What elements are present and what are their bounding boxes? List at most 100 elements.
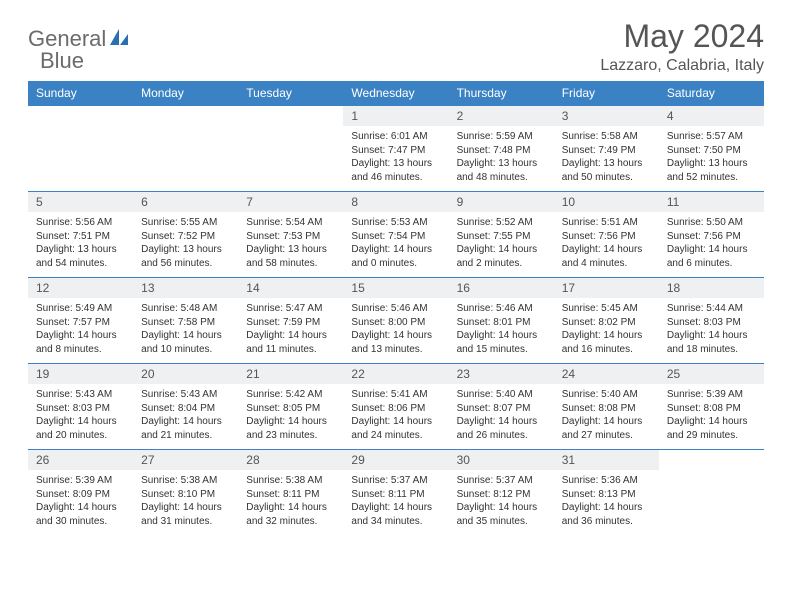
calendar-cell: 6Sunrise: 5:55 AMSunset: 7:52 PMDaylight… [133,192,238,278]
day-number: 28 [238,450,343,470]
day-details: Sunrise: 5:43 AMSunset: 8:04 PMDaylight:… [133,384,238,446]
location: Lazzaro, Calabria, Italy [600,57,764,75]
sail-icon [108,27,130,52]
calendar-cell: 14Sunrise: 5:47 AMSunset: 7:59 PMDayligh… [238,278,343,364]
calendar-week-row: 26Sunrise: 5:39 AMSunset: 8:09 PMDayligh… [28,450,764,536]
day-details: Sunrise: 5:52 AMSunset: 7:55 PMDaylight:… [449,212,554,274]
day-details: Sunrise: 5:40 AMSunset: 8:08 PMDaylight:… [554,384,659,446]
calendar-cell: 29Sunrise: 5:37 AMSunset: 8:11 PMDayligh… [343,450,448,536]
day-details: Sunrise: 5:36 AMSunset: 8:13 PMDaylight:… [554,470,659,532]
day-number: 23 [449,364,554,384]
day-header: Friday [554,81,659,106]
day-number: 19 [28,364,133,384]
day-details: Sunrise: 5:51 AMSunset: 7:56 PMDaylight:… [554,212,659,274]
calendar-cell: 31Sunrise: 5:36 AMSunset: 8:13 PMDayligh… [554,450,659,536]
calendar-week-row: 19Sunrise: 5:43 AMSunset: 8:03 PMDayligh… [28,364,764,450]
day-details: Sunrise: 5:54 AMSunset: 7:53 PMDaylight:… [238,212,343,274]
day-number: 10 [554,192,659,212]
day-details: Sunrise: 5:46 AMSunset: 8:01 PMDaylight:… [449,298,554,360]
day-details: Sunrise: 5:38 AMSunset: 8:11 PMDaylight:… [238,470,343,532]
day-number: 24 [554,364,659,384]
calendar-cell: 28Sunrise: 5:38 AMSunset: 8:11 PMDayligh… [238,450,343,536]
calendar-cell: 2Sunrise: 5:59 AMSunset: 7:48 PMDaylight… [449,106,554,192]
calendar-cell: 21Sunrise: 5:42 AMSunset: 8:05 PMDayligh… [238,364,343,450]
calendar-cell: 24Sunrise: 5:40 AMSunset: 8:08 PMDayligh… [554,364,659,450]
day-number: 16 [449,278,554,298]
calendar-cell: 20Sunrise: 5:43 AMSunset: 8:04 PMDayligh… [133,364,238,450]
day-details: Sunrise: 5:46 AMSunset: 8:00 PMDaylight:… [343,298,448,360]
day-number: 31 [554,450,659,470]
day-number: 7 [238,192,343,212]
calendar-cell: 15Sunrise: 5:46 AMSunset: 8:00 PMDayligh… [343,278,448,364]
day-header: Monday [133,81,238,106]
calendar-cell [238,106,343,192]
day-number: 6 [133,192,238,212]
calendar-cell: 23Sunrise: 5:40 AMSunset: 8:07 PMDayligh… [449,364,554,450]
day-number: 12 [28,278,133,298]
day-number: 4 [659,106,764,126]
day-details: Sunrise: 5:37 AMSunset: 8:12 PMDaylight:… [449,470,554,532]
day-header-row: SundayMondayTuesdayWednesdayThursdayFrid… [28,81,764,106]
calendar-cell: 13Sunrise: 5:48 AMSunset: 7:58 PMDayligh… [133,278,238,364]
calendar-cell: 7Sunrise: 5:54 AMSunset: 7:53 PMDaylight… [238,192,343,278]
day-number: 15 [343,278,448,298]
calendar-cell: 3Sunrise: 5:58 AMSunset: 7:49 PMDaylight… [554,106,659,192]
day-header: Tuesday [238,81,343,106]
day-details: Sunrise: 5:49 AMSunset: 7:57 PMDaylight:… [28,298,133,360]
day-number: 1 [343,106,448,126]
day-header: Wednesday [343,81,448,106]
day-header: Sunday [28,81,133,106]
day-details: Sunrise: 5:45 AMSunset: 8:02 PMDaylight:… [554,298,659,360]
day-details: Sunrise: 5:44 AMSunset: 8:03 PMDaylight:… [659,298,764,360]
month-title: May 2024 [600,18,764,55]
calendar-cell [28,106,133,192]
calendar-cell: 1Sunrise: 6:01 AMSunset: 7:47 PMDaylight… [343,106,448,192]
calendar-cell: 16Sunrise: 5:46 AMSunset: 8:01 PMDayligh… [449,278,554,364]
day-number: 9 [449,192,554,212]
calendar-cell: 30Sunrise: 5:37 AMSunset: 8:12 PMDayligh… [449,450,554,536]
calendar-cell: 11Sunrise: 5:50 AMSunset: 7:56 PMDayligh… [659,192,764,278]
calendar-cell: 19Sunrise: 5:43 AMSunset: 8:03 PMDayligh… [28,364,133,450]
calendar-table: SundayMondayTuesdayWednesdayThursdayFrid… [28,81,764,536]
day-details: Sunrise: 5:55 AMSunset: 7:52 PMDaylight:… [133,212,238,274]
day-details: Sunrise: 5:58 AMSunset: 7:49 PMDaylight:… [554,126,659,188]
day-details: Sunrise: 5:59 AMSunset: 7:48 PMDaylight:… [449,126,554,188]
calendar-week-row: 12Sunrise: 5:49 AMSunset: 7:57 PMDayligh… [28,278,764,364]
day-details: Sunrise: 6:01 AMSunset: 7:47 PMDaylight:… [343,126,448,188]
calendar-cell: 4Sunrise: 5:57 AMSunset: 7:50 PMDaylight… [659,106,764,192]
day-details: Sunrise: 5:41 AMSunset: 8:06 PMDaylight:… [343,384,448,446]
calendar-cell: 27Sunrise: 5:38 AMSunset: 8:10 PMDayligh… [133,450,238,536]
day-number: 3 [554,106,659,126]
day-details: Sunrise: 5:39 AMSunset: 8:08 PMDaylight:… [659,384,764,446]
day-details: Sunrise: 5:43 AMSunset: 8:03 PMDaylight:… [28,384,133,446]
day-number: 25 [659,364,764,384]
day-details: Sunrise: 5:38 AMSunset: 8:10 PMDaylight:… [133,470,238,532]
calendar-cell: 10Sunrise: 5:51 AMSunset: 7:56 PMDayligh… [554,192,659,278]
day-header: Saturday [659,81,764,106]
day-number: 26 [28,450,133,470]
day-details: Sunrise: 5:39 AMSunset: 8:09 PMDaylight:… [28,470,133,532]
day-details: Sunrise: 5:47 AMSunset: 7:59 PMDaylight:… [238,298,343,360]
day-number: 2 [449,106,554,126]
calendar-cell: 9Sunrise: 5:52 AMSunset: 7:55 PMDaylight… [449,192,554,278]
day-number: 5 [28,192,133,212]
calendar-cell: 12Sunrise: 5:49 AMSunset: 7:57 PMDayligh… [28,278,133,364]
day-number: 11 [659,192,764,212]
day-number: 22 [343,364,448,384]
day-number: 29 [343,450,448,470]
calendar-cell: 26Sunrise: 5:39 AMSunset: 8:09 PMDayligh… [28,450,133,536]
day-details: Sunrise: 5:53 AMSunset: 7:54 PMDaylight:… [343,212,448,274]
day-number: 18 [659,278,764,298]
day-number: 20 [133,364,238,384]
day-details: Sunrise: 5:40 AMSunset: 8:07 PMDaylight:… [449,384,554,446]
day-details: Sunrise: 5:48 AMSunset: 7:58 PMDaylight:… [133,298,238,360]
day-number: 13 [133,278,238,298]
calendar-cell [133,106,238,192]
calendar-week-row: 1Sunrise: 6:01 AMSunset: 7:47 PMDaylight… [28,106,764,192]
day-details: Sunrise: 5:37 AMSunset: 8:11 PMDaylight:… [343,470,448,532]
day-number: 27 [133,450,238,470]
calendar-cell: 18Sunrise: 5:44 AMSunset: 8:03 PMDayligh… [659,278,764,364]
day-details: Sunrise: 5:57 AMSunset: 7:50 PMDaylight:… [659,126,764,188]
day-number: 17 [554,278,659,298]
logo-text-blue: Blue [40,48,84,74]
